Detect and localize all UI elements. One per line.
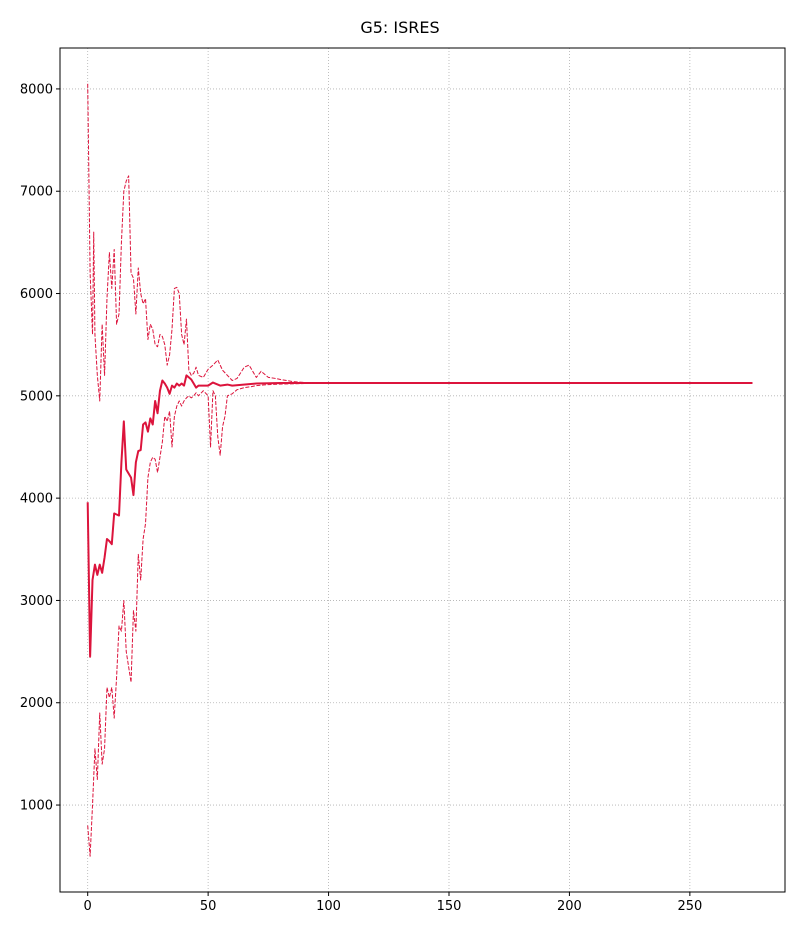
y-tick-label: 5000 [20, 389, 53, 404]
chart-title: G5: ISRES [360, 18, 439, 37]
series-line-dashed [87, 83, 753, 402]
plot-frame [59, 47, 786, 893]
series-line-solid [86, 374, 753, 658]
axis-ticks: 0 50 100 150 200 250 1000 2000 3000 4000 5000 6000 7… [20, 82, 702, 914]
y-tick-label: 7000 [20, 185, 53, 200]
x-tick-label: 250 [677, 899, 702, 914]
x-tick-label: 0 [84, 899, 92, 914]
x-tick-label: 100 [316, 899, 341, 914]
x-tick-label: 150 [437, 899, 462, 914]
y-tick-label: 2000 [20, 696, 53, 711]
y-tick-label: 1000 [20, 799, 53, 814]
y-tick-label: 3000 [20, 594, 53, 609]
x-tick-label: 200 [557, 899, 582, 914]
grid [60, 48, 785, 892]
x-tick-label: 50 [200, 899, 217, 914]
y-tick-label: 4000 [20, 492, 53, 507]
y-tick-label: 6000 [20, 287, 53, 302]
series-group [86, 83, 753, 857]
y-tick-label: 8000 [20, 82, 53, 97]
